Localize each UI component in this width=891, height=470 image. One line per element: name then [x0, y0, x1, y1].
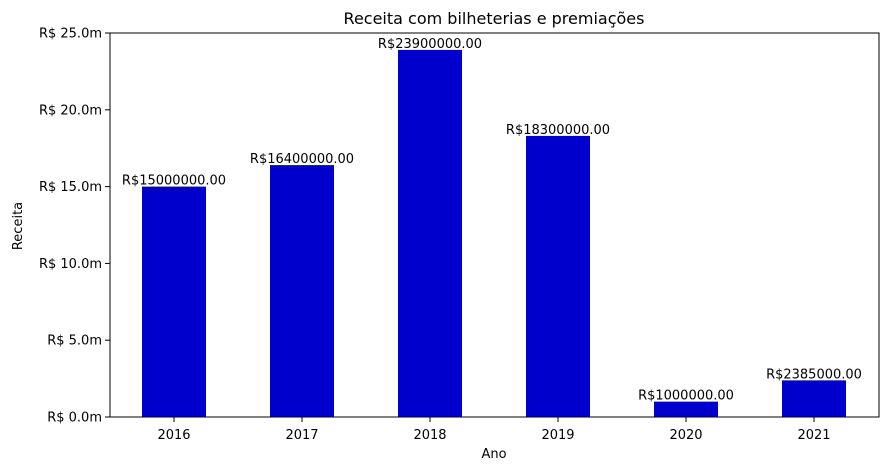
x-tick-label: 2017: [285, 428, 318, 443]
y-tick-label: R$ 5.0m: [47, 334, 102, 349]
bar-value-label: R$15000000.00: [122, 174, 226, 189]
bar-value-label: R$2385000.00: [766, 367, 862, 382]
bar-value-label: R$18300000.00: [506, 123, 610, 138]
bar-series: [142, 49, 846, 418]
bar-value-label: R$23900000.00: [378, 37, 482, 52]
chart-title: Receita com bilheterias e premiações: [344, 9, 645, 28]
bar-2021: [782, 380, 846, 417]
y-axis-label: Receita: [11, 202, 26, 250]
y-tick-label: R$ 10.0m: [39, 257, 102, 272]
plot-frame: [109, 32, 880, 418]
bar-2020: [654, 401, 718, 417]
bar-2019: [526, 135, 590, 418]
x-tick-label: 2019: [541, 428, 574, 443]
bar-data-labels: R$15000000.00 R$16400000.00 R$23900000.00 R…: [122, 37, 862, 404]
y-axis: R$ 0.0m R$ 5.0m R$ 10.0m R$ 15.0m R$ 20.0m R$…: [39, 27, 110, 426]
bar-2018: [398, 49, 462, 418]
bar-2016: [142, 186, 206, 417]
x-tick-label: 2021: [797, 428, 830, 443]
y-tick-label: R$ 0.0m: [47, 411, 102, 426]
bar-2017: [270, 165, 334, 417]
bar-value-label: R$1000000.00: [638, 389, 734, 404]
bar-value-label: R$16400000.00: [250, 152, 354, 167]
x-axis-label: Ano: [481, 447, 506, 462]
y-tick-label: R$ 20.0m: [39, 103, 102, 118]
x-tick-label: 2016: [157, 428, 190, 443]
x-tick-label: 2020: [669, 428, 702, 443]
y-tick-label: R$ 25.0m: [39, 27, 102, 42]
x-tick-label: 2018: [413, 428, 446, 443]
y-tick-label: R$ 15.0m: [39, 180, 102, 195]
x-axis: 2016 2017 2018 2019 2020 2021: [157, 417, 831, 443]
